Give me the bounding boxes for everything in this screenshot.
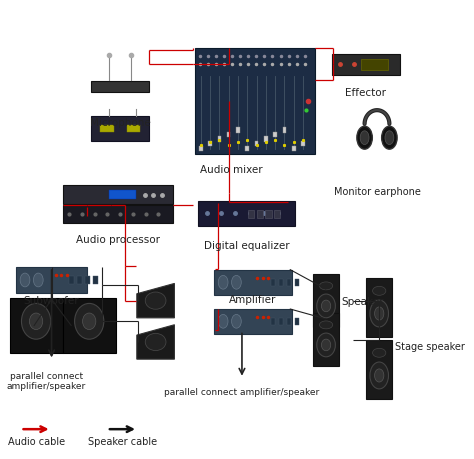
Ellipse shape (29, 313, 43, 330)
Bar (287, 318, 291, 325)
Bar (273, 132, 277, 137)
Bar (313, 313, 339, 366)
Ellipse shape (373, 286, 386, 295)
Text: Speaker cable: Speaker cable (88, 437, 157, 448)
Ellipse shape (218, 314, 228, 328)
Polygon shape (137, 284, 174, 318)
Ellipse shape (321, 300, 331, 312)
Bar (283, 127, 286, 133)
Text: Microphone: Microphone (90, 118, 151, 129)
Bar (264, 136, 268, 142)
Bar (16, 267, 87, 293)
Ellipse shape (34, 273, 43, 287)
Bar (279, 279, 283, 286)
Bar (208, 141, 212, 146)
Bar (198, 201, 295, 226)
Ellipse shape (231, 275, 241, 289)
Text: Audio mixer: Audio mixer (200, 165, 262, 175)
Text: Stage speaker: Stage speaker (395, 342, 465, 352)
Bar (93, 276, 98, 284)
Bar (271, 318, 275, 325)
Bar (287, 279, 291, 286)
Ellipse shape (370, 362, 389, 389)
Bar (248, 210, 254, 218)
Text: Amplifier: Amplifier (229, 295, 277, 305)
Bar (109, 190, 136, 199)
Ellipse shape (385, 131, 394, 145)
Bar (362, 59, 388, 70)
Bar (63, 298, 116, 353)
Ellipse shape (319, 282, 333, 290)
Bar (77, 276, 82, 284)
Ellipse shape (373, 348, 386, 357)
Bar (214, 270, 292, 295)
Ellipse shape (82, 313, 96, 330)
Bar (91, 81, 149, 92)
Ellipse shape (357, 126, 373, 149)
Bar (265, 210, 272, 218)
Bar (366, 340, 392, 399)
Bar (127, 125, 140, 132)
Bar (236, 127, 240, 133)
Ellipse shape (218, 275, 228, 289)
Ellipse shape (20, 273, 30, 287)
Ellipse shape (374, 307, 384, 320)
Bar (295, 318, 299, 325)
Bar (100, 125, 114, 132)
Bar (301, 141, 305, 146)
Ellipse shape (360, 131, 369, 145)
Bar (255, 141, 258, 146)
Bar (292, 146, 295, 151)
Bar (279, 318, 283, 325)
Bar (199, 146, 202, 151)
Bar (85, 276, 90, 284)
Ellipse shape (382, 126, 397, 149)
Bar (227, 132, 230, 137)
Ellipse shape (21, 303, 51, 339)
Ellipse shape (317, 333, 336, 357)
Bar (332, 54, 400, 74)
Text: Digital equalizer: Digital equalizer (203, 241, 289, 251)
Text: Speaker: Speaker (342, 297, 384, 307)
Bar (91, 116, 149, 141)
Text: Monitor earphone: Monitor earphone (334, 187, 420, 197)
Ellipse shape (231, 314, 241, 328)
Bar (214, 309, 292, 334)
Text: Audio processor: Audio processor (76, 235, 160, 246)
Polygon shape (137, 325, 174, 359)
Bar (9, 298, 63, 353)
Text: Audio cable: Audio cable (8, 437, 64, 448)
Ellipse shape (370, 300, 389, 327)
Ellipse shape (317, 294, 336, 318)
Text: parallel connect amplifier/speaker: parallel connect amplifier/speaker (164, 388, 319, 397)
Text: Effector: Effector (346, 88, 386, 98)
Bar (63, 206, 173, 223)
Ellipse shape (145, 333, 166, 351)
Ellipse shape (374, 369, 384, 382)
Ellipse shape (321, 339, 331, 351)
Bar (366, 278, 392, 337)
Ellipse shape (74, 303, 104, 339)
Ellipse shape (319, 321, 333, 329)
Bar (256, 210, 263, 218)
Ellipse shape (145, 292, 166, 309)
Bar (246, 146, 249, 151)
Text: parallel connect
amplifier/speaker: parallel connect amplifier/speaker (7, 372, 86, 391)
Bar (271, 279, 275, 286)
Bar (313, 274, 339, 327)
Bar (218, 136, 221, 142)
Text: Subwoofer: Subwoofer (24, 296, 79, 306)
Bar (274, 210, 281, 218)
Bar (69, 276, 74, 284)
Bar (63, 185, 173, 204)
Bar (195, 48, 315, 154)
Bar (295, 279, 299, 286)
